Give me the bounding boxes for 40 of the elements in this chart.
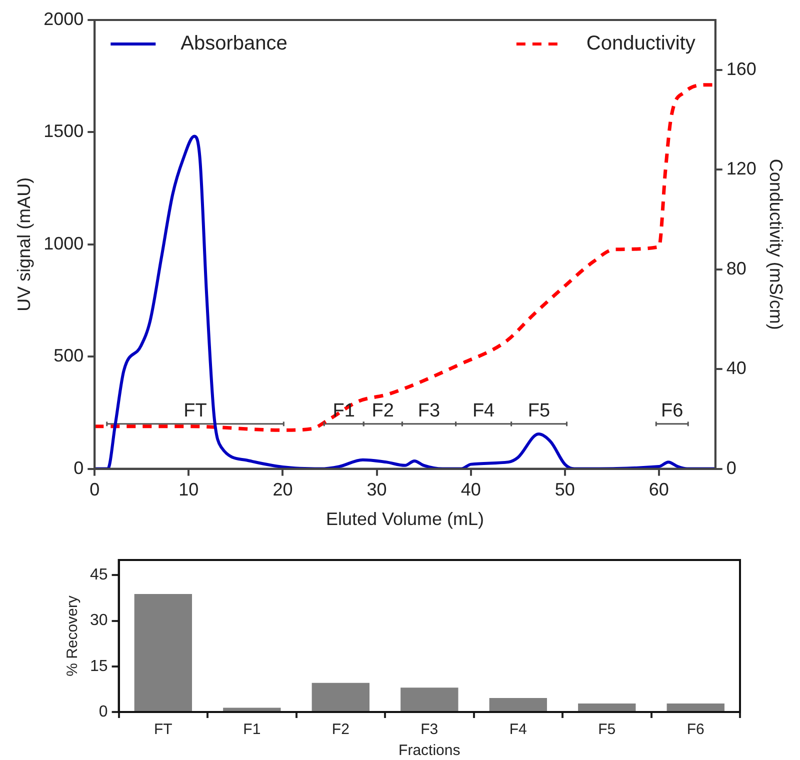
y-tick-label: 0 [98,703,108,720]
annotation: F4 [472,400,496,422]
x-tick-label: 50 [554,480,575,500]
y2-tick-label: 40 [726,358,746,378]
annotation: F5 [528,400,550,422]
y-tick-label: 1000 [44,233,84,254]
x-tick-label: 20 [272,480,293,500]
x-axis-title: Fractions [398,742,460,760]
y-tick-label: 15 [90,658,108,675]
x-axis-title: Eluted Volume (mL) [326,509,484,530]
y2-tick-label: 120 [726,158,756,179]
x-tick-label: 60 [648,480,669,500]
y2-tick-label: 80 [726,258,746,278]
y-tick-label: 2000 [44,8,84,29]
annotation: F3 [418,400,440,422]
y-tick-label: 500 [54,346,84,366]
y-tick-label: 30 [90,612,108,630]
y-tick-label: 0 [74,458,84,478]
annotation: F6 [661,400,684,422]
x-tick-label: F3 [420,721,438,738]
legend-label: Conductivity [586,32,696,55]
x-tick-label: 10 [178,480,199,500]
y2-axis-title: Conductivity (mS/cm) [766,158,786,330]
annotation: FT [184,400,208,422]
x-tick-label: F4 [509,721,527,738]
x-tick-label: 40 [460,480,481,500]
x-tick-label: 30 [366,480,387,500]
y-axis-title: UV signal (mAU) [14,177,34,312]
x-tick-label: FT [154,721,172,738]
y2-tick-label: 160 [726,58,756,79]
x-tick-label: F5 [598,721,616,738]
x-tick-label: F6 [686,721,704,738]
y-tick-label: 1500 [44,121,84,142]
x-tick-label: F1 [243,721,261,738]
annotation: F2 [372,400,394,422]
x-tick-label: F2 [332,721,350,738]
y-axis-title: % Recovery [64,595,82,676]
y2-tick-label: 0 [726,458,736,478]
y-tick-label: 45 [90,566,108,584]
legend-label: Absorbance [180,32,288,55]
